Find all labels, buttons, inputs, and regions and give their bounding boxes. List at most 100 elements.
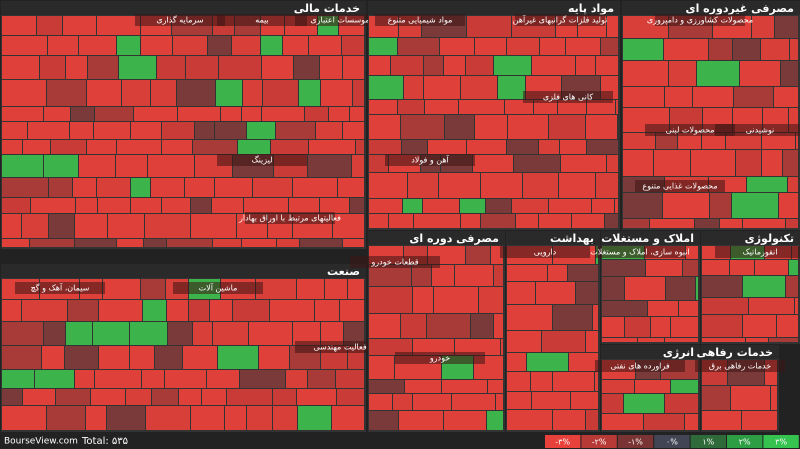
subsector-title: محصولات کشاورزی و دامپروری xyxy=(647,16,753,25)
tile xyxy=(300,239,342,247)
tile xyxy=(428,140,466,154)
subsector-title: انبوه سازی، املاک و مستغلات xyxy=(590,248,690,257)
tile xyxy=(587,140,618,154)
tile xyxy=(424,56,443,75)
tile xyxy=(452,394,495,410)
tile xyxy=(263,80,298,106)
subsector-title: موسسات اعتباری xyxy=(310,16,369,25)
tile xyxy=(534,100,557,114)
tile xyxy=(49,214,74,238)
tile xyxy=(91,389,125,405)
tile xyxy=(602,394,623,413)
tile xyxy=(743,219,785,228)
tile xyxy=(755,260,788,275)
tile xyxy=(423,199,459,213)
sector-title: انرژی xyxy=(663,346,694,359)
tile xyxy=(762,150,782,176)
tile xyxy=(432,265,454,286)
tile xyxy=(369,115,400,139)
tile xyxy=(286,370,307,388)
sector: تکنولوژی انفورماتیک xyxy=(701,231,800,344)
tile xyxy=(514,155,560,172)
tile xyxy=(781,61,798,86)
legend-label: -۳% xyxy=(555,438,570,447)
tile xyxy=(404,76,423,99)
tile xyxy=(516,214,538,228)
subsector-title: کانی های فلزی xyxy=(543,93,593,102)
tile xyxy=(191,214,236,238)
tile xyxy=(795,298,798,314)
legend-label: ۳% xyxy=(775,438,787,447)
tile xyxy=(558,100,586,114)
tile xyxy=(427,314,470,338)
tile xyxy=(44,155,78,177)
subsector-title: سیمان، آهک و گچ xyxy=(31,283,90,293)
tile xyxy=(742,411,777,430)
legend-swatch xyxy=(763,435,799,448)
tile xyxy=(602,301,647,316)
tile xyxy=(146,406,190,430)
legend-swatch xyxy=(654,435,690,448)
tile xyxy=(702,386,730,410)
tile xyxy=(507,305,552,330)
tile xyxy=(666,277,695,300)
tile xyxy=(595,372,598,391)
tile xyxy=(539,214,571,228)
tile xyxy=(42,346,64,369)
tile xyxy=(213,239,241,247)
tile xyxy=(623,150,653,176)
tile xyxy=(592,199,614,213)
tile xyxy=(623,219,649,228)
sector: خدمات مالی سرمایه گذاری بیمه موسسات اعتباری… xyxy=(1,1,385,249)
tile xyxy=(487,411,503,430)
tile xyxy=(35,370,74,388)
tile xyxy=(475,38,506,55)
tile xyxy=(369,356,394,379)
tile xyxy=(2,346,41,369)
tile xyxy=(66,322,92,345)
tile xyxy=(542,331,585,352)
tile xyxy=(356,140,364,154)
tile xyxy=(412,265,431,286)
tile xyxy=(442,380,487,393)
tile xyxy=(702,338,745,342)
tile xyxy=(498,76,525,99)
tile xyxy=(142,370,164,388)
tile xyxy=(596,56,618,75)
tile xyxy=(505,100,533,114)
tile xyxy=(298,406,331,430)
subsector-title: خودرو xyxy=(429,354,450,363)
tile xyxy=(68,300,98,321)
tile xyxy=(2,370,34,388)
tile xyxy=(607,16,618,37)
tile xyxy=(22,300,67,321)
tile xyxy=(70,122,93,139)
tile xyxy=(247,122,275,139)
tile xyxy=(215,122,246,139)
tile xyxy=(289,198,319,213)
subsector-header xyxy=(135,14,225,26)
tile xyxy=(369,100,397,114)
tile xyxy=(523,173,558,198)
tile xyxy=(28,122,69,139)
tile xyxy=(49,178,72,197)
tile xyxy=(369,56,390,75)
tile xyxy=(507,353,526,371)
tile xyxy=(512,199,548,213)
tile xyxy=(679,301,698,316)
tile xyxy=(95,107,133,121)
tile xyxy=(486,199,511,213)
tile xyxy=(208,36,231,55)
subsector-title: سرمایه گذاری xyxy=(156,15,204,25)
tile xyxy=(774,87,798,107)
subsector-header xyxy=(295,14,385,26)
tile xyxy=(232,36,260,55)
subsector-title: قطعات خودرو xyxy=(370,258,418,267)
tile xyxy=(95,370,141,388)
tile xyxy=(749,298,794,314)
tile xyxy=(202,389,226,405)
legend-label: ۰% xyxy=(666,438,678,447)
tile xyxy=(602,317,624,337)
tile xyxy=(496,394,503,410)
